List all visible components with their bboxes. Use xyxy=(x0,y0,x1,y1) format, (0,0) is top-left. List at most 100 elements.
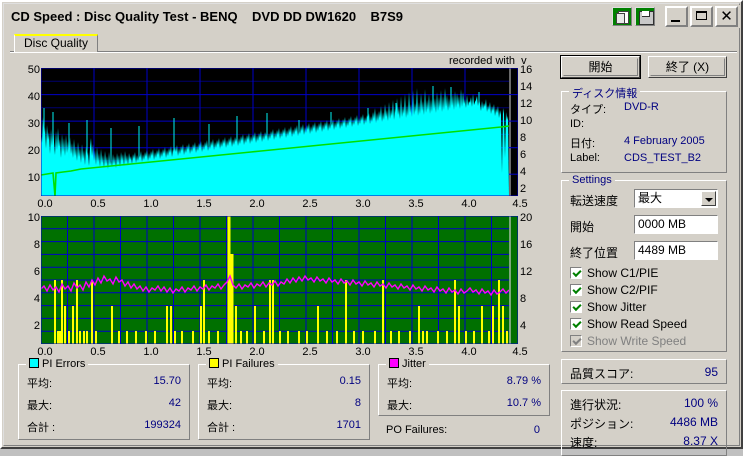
xtick-2-5: 2.5 xyxy=(302,198,318,210)
top-chart-y2tick-4: 4 xyxy=(520,166,527,178)
xtick-0-0: 0.0 xyxy=(37,198,53,210)
bottom-chart-y2tick-8: 8 xyxy=(520,293,527,305)
top-chart-y2tick-14: 14 xyxy=(520,81,533,93)
xtick-3-0: 3.0 xyxy=(355,198,371,210)
top-chart-y2tick-6: 6 xyxy=(520,149,527,161)
pi-failures-max-label: 最大: xyxy=(207,400,233,412)
maximize-button[interactable] xyxy=(690,6,713,27)
tab-underline-highlight xyxy=(10,52,737,53)
checkbox-show-jitter[interactable]: Show Jitter xyxy=(570,301,646,314)
jitter-swatch xyxy=(389,358,399,368)
bottom-xtick-2-0: 2.0 xyxy=(249,346,265,358)
top-chart-ytick-20: 20 xyxy=(27,145,40,157)
end-pos-field[interactable]: 4489 MB xyxy=(634,241,718,260)
top-chart-ytick-30: 30 xyxy=(27,118,40,130)
checkbox-write-speed-label: Show Write Speed xyxy=(587,334,687,348)
jitter-title-wrap: Jitter xyxy=(386,358,429,370)
checkbox-read-speed-box[interactable] xyxy=(570,318,582,330)
pi-failures-title: PI Failures xyxy=(222,358,275,370)
pi-errors-group: PI Errors 平均: 15.70 最大: 42 合計 : 199324 xyxy=(18,358,190,440)
pi-errors-swatch xyxy=(29,358,39,368)
top-chart-ytick-40: 40 xyxy=(27,91,40,103)
progress-value: 100 % xyxy=(683,396,718,410)
xtick-4-5: 4.5 xyxy=(512,198,528,210)
checkbox-read-speed-label: Show Read Speed xyxy=(587,317,688,331)
speed-combo[interactable]: 最大 xyxy=(634,189,718,208)
top-chart-y2tick-2: 2 xyxy=(520,183,527,195)
position-label: ポジション: xyxy=(570,417,634,431)
speed-combo-value: 最大 xyxy=(638,191,663,205)
pi-failures-swatch xyxy=(209,358,219,368)
checkbox-c2-pif-label: Show C2/PIF xyxy=(587,283,658,297)
checkbox-show-write-speed: Show Write Speed xyxy=(570,335,686,348)
bottom-xtick-4-5: 4.5 xyxy=(512,346,528,358)
top-chart-ytick-10: 10 xyxy=(27,172,40,184)
pi-errors-avg-value: 15.70 xyxy=(153,375,181,387)
bottom-xtick-1-5: 1.5 xyxy=(196,346,212,358)
end-pos-label: 終了位置 xyxy=(570,246,619,260)
quality-score-value: 95 xyxy=(704,365,718,379)
checkbox-jitter-box[interactable] xyxy=(570,301,582,313)
bottom-chart-ytick-6: 6 xyxy=(33,266,40,278)
top-chart-plot[interactable] xyxy=(41,68,518,196)
save-icon[interactable] xyxy=(635,7,655,26)
quality-score-group: 品質スコア: 95 xyxy=(561,359,727,384)
disc-info-title: ディスク情報 xyxy=(569,85,641,101)
bottom-chart-y2tick-20: 20 xyxy=(520,212,533,224)
jitter-avg-value: 8.79 % xyxy=(506,375,541,387)
speed-status-label: 速度: xyxy=(570,436,598,450)
bottom-chart-y2tick-16: 16 xyxy=(520,239,533,251)
checkbox-c2-pif-box[interactable] xyxy=(570,284,582,296)
pi-errors-title-wrap: PI Errors xyxy=(26,358,89,370)
xtick-3-5: 3.5 xyxy=(408,198,424,210)
bottom-chart-y2tick-4: 4 xyxy=(520,320,527,332)
disc-label-label: Label: xyxy=(570,152,600,164)
window-controls: ✕ xyxy=(665,6,738,27)
jitter-avg-label: 平均: xyxy=(387,378,413,390)
bottom-chart-ytick-4: 4 xyxy=(33,293,40,305)
disc-type-value: DVD-R xyxy=(624,101,659,113)
xtick-1-5: 1.5 xyxy=(196,198,212,210)
recorded-with-label: recorded with v xyxy=(449,55,527,67)
copy-icon[interactable] xyxy=(612,7,632,26)
exit-button[interactable]: 終了 (X) xyxy=(648,56,727,78)
bottom-xtick-3-5: 3.5 xyxy=(408,346,424,358)
pi-failures-total-label: 合計 : xyxy=(207,422,236,434)
status-group: 進行状況: 100 % ポジション: 4486 MB 速度: 8.37 X xyxy=(561,390,727,456)
start-button[interactable]: 開始 xyxy=(560,55,641,79)
xtick-0-5: 0.5 xyxy=(90,198,106,210)
bottom-xtick-2-5: 2.5 xyxy=(302,346,318,358)
bottom-xtick-1-0: 1.0 xyxy=(143,346,159,358)
minimize-button[interactable] xyxy=(665,6,688,27)
bottom-chart-ytick-8: 8 xyxy=(33,239,40,251)
speed-label: 転送速度 xyxy=(570,194,619,208)
bottom-chart-plot[interactable] xyxy=(41,216,518,344)
checkbox-show-c1-pie[interactable]: Show C1/PIE xyxy=(570,267,658,280)
bottom-xtick-3-0: 3.0 xyxy=(355,346,371,358)
quality-score-label: 品質スコア: xyxy=(570,367,634,381)
jitter-max-label: 最大: xyxy=(387,400,413,412)
settings-group: Settings 転送速度 最大 開始 0000 MB 終了位置 4489 MB… xyxy=(561,174,727,352)
checkbox-write-speed-box xyxy=(570,335,582,347)
disc-id-label: ID: xyxy=(570,118,585,130)
po-failures-value: 0 xyxy=(533,424,540,436)
chevron-down-icon[interactable] xyxy=(701,191,716,206)
checkbox-show-c2-pif[interactable]: Show C2/PIF xyxy=(570,284,658,297)
po-failures-label: PO Failures: xyxy=(386,424,448,436)
checkbox-jitter-label: Show Jitter xyxy=(587,300,647,314)
checkbox-show-read-speed[interactable]: Show Read Speed xyxy=(570,318,687,331)
pi-errors-title: PI Errors xyxy=(42,358,86,370)
close-button[interactable]: ✕ xyxy=(715,6,738,27)
tab-disc-quality[interactable]: Disc Quality xyxy=(14,34,99,52)
content-panel: recorded with v 50 40 30 20 10 16 14 12 … xyxy=(8,52,739,456)
pi-failures-avg-label: 平均: xyxy=(207,378,233,390)
start-pos-field[interactable]: 0000 MB xyxy=(634,215,718,234)
top-chart-y2tick-16: 16 xyxy=(520,64,533,76)
jitter-max-value: 10.7 % xyxy=(506,397,541,409)
pi-errors-max-label: 最大: xyxy=(27,400,53,412)
checkbox-c1-pie-label: Show C1/PIE xyxy=(587,266,659,280)
tab-underline xyxy=(10,51,737,52)
start-pos-label: 開始 xyxy=(570,220,595,234)
checkbox-c1-pie-box[interactable] xyxy=(570,267,582,279)
